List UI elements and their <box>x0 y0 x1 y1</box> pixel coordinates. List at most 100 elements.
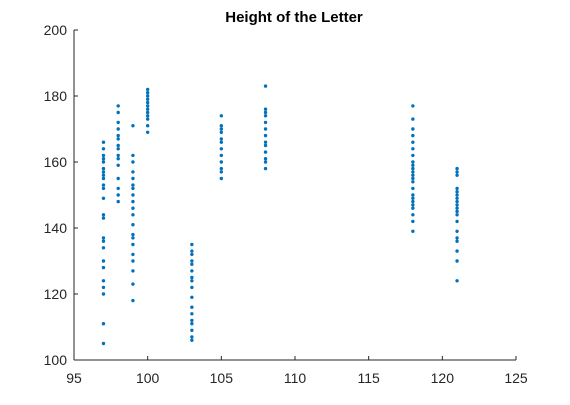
data-point <box>411 147 415 151</box>
data-point <box>411 193 415 197</box>
data-point <box>131 213 135 217</box>
data-point <box>455 203 459 207</box>
x-tick-label: 120 <box>431 370 455 386</box>
data-point <box>116 120 120 125</box>
data-point <box>190 252 194 257</box>
data-point <box>101 259 106 263</box>
data-point <box>455 170 459 174</box>
data-point <box>455 239 459 243</box>
data-point <box>219 170 224 174</box>
data-point <box>263 107 268 111</box>
x-tick-label: 110 <box>284 370 307 386</box>
data-point <box>411 213 415 217</box>
x-tick-label: 100 <box>136 370 160 386</box>
data-point <box>145 97 150 102</box>
data-point <box>411 186 415 191</box>
data-point <box>101 186 106 191</box>
data-point <box>131 193 135 197</box>
data-point <box>145 104 150 108</box>
data-point <box>190 338 194 342</box>
data-point <box>101 239 106 243</box>
data-point <box>411 199 415 204</box>
data-point <box>455 279 459 283</box>
y-tick-label: 120 <box>44 286 68 302</box>
data-point <box>145 130 150 134</box>
data-point <box>131 282 135 286</box>
data-point <box>263 110 268 115</box>
data-point <box>131 160 135 164</box>
data-point <box>411 170 415 174</box>
x-tick-label: 95 <box>66 370 82 386</box>
data-point <box>219 127 224 131</box>
y-ticks: 100 120 140 160 180 200 <box>44 22 78 368</box>
data-point <box>131 242 135 247</box>
data-point <box>455 213 459 217</box>
data-point <box>190 322 194 326</box>
data-point <box>116 153 120 158</box>
data-point <box>411 166 415 171</box>
data-point <box>131 183 135 187</box>
data-point <box>101 279 106 283</box>
data-point <box>116 143 120 148</box>
data-point <box>263 114 268 118</box>
data-point <box>411 206 415 210</box>
data-point <box>131 186 135 191</box>
data-point <box>263 127 268 131</box>
data-point <box>101 176 106 181</box>
y-tick-label: 140 <box>44 220 68 236</box>
data-point <box>131 252 135 257</box>
data-point <box>190 275 194 280</box>
data-point <box>101 166 106 171</box>
data-point <box>101 173 106 177</box>
data-point <box>101 216 106 220</box>
data-point <box>219 140 224 144</box>
data-point <box>131 170 135 174</box>
data-point <box>411 133 415 138</box>
chart-title: Height of the Letter <box>225 9 363 26</box>
axes <box>73 30 516 361</box>
data-point <box>411 153 415 158</box>
data-point <box>101 170 106 174</box>
data-point <box>116 110 120 115</box>
data-point <box>101 265 106 270</box>
data-point <box>190 269 194 273</box>
data-point <box>219 160 224 164</box>
data-point <box>131 298 135 303</box>
data-point <box>131 153 135 158</box>
data-point <box>116 147 120 151</box>
data-point <box>263 120 268 125</box>
data-point <box>219 137 224 141</box>
data-point <box>411 140 415 144</box>
data-point <box>455 190 459 194</box>
data-point <box>455 186 459 191</box>
data-point <box>263 143 268 148</box>
data-point <box>411 104 415 108</box>
data-point <box>455 173 459 177</box>
data-point <box>455 199 459 204</box>
data-point <box>190 285 194 290</box>
data-point <box>190 295 194 299</box>
data-point <box>145 114 150 118</box>
data-point <box>116 133 120 138</box>
data-point <box>263 160 268 164</box>
data-point <box>190 249 194 253</box>
data-point <box>131 236 135 240</box>
data-point <box>101 153 106 158</box>
data-point <box>190 335 194 339</box>
data-point <box>411 173 415 177</box>
data-point <box>145 94 150 98</box>
data-point <box>101 285 106 290</box>
data-point <box>411 160 415 164</box>
data-point <box>263 84 268 88</box>
data-point <box>455 206 459 210</box>
data-point <box>455 229 459 233</box>
data-point <box>101 213 106 217</box>
data-point <box>219 124 224 128</box>
data-point <box>145 110 150 115</box>
data-point <box>116 186 120 191</box>
data-point <box>411 127 415 131</box>
data-point <box>219 147 224 151</box>
data-point <box>455 259 459 263</box>
data-point <box>131 232 135 237</box>
data-point <box>455 219 459 224</box>
